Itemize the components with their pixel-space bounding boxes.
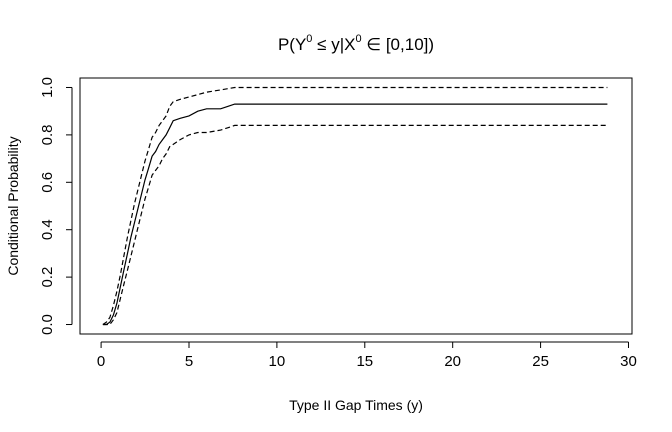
x-tick-label: 30 <box>620 353 637 370</box>
confidence-band-line-2 <box>102 124 608 326</box>
series-layer <box>102 86 608 326</box>
title-suffix: ∈ [0,10]) <box>362 35 434 54</box>
x-tick-label: 25 <box>532 353 549 370</box>
title-prefix: P(Y <box>278 35 306 54</box>
x-tick-label: 20 <box>444 353 461 370</box>
title-sup-1: 0 <box>306 33 312 45</box>
estimate-line <box>102 103 608 326</box>
y-tick-label: 1.0 <box>39 77 56 98</box>
x-tick-label: 10 <box>269 353 286 370</box>
plot-frame <box>79 77 633 335</box>
x-axis: 0 5 10 15 20 25 30 <box>97 341 637 370</box>
title-sup-2: 0 <box>355 33 361 45</box>
y-tick-label: 0.6 <box>39 172 56 193</box>
y-tick-label: 0.4 <box>39 219 56 240</box>
confidence-band-line-1 <box>102 86 608 325</box>
y-axis-label: Conditional Probability <box>5 136 21 275</box>
y-tick-label: 0.8 <box>39 124 56 145</box>
title-mid: ≤ y|X <box>312 35 355 54</box>
y-axis: 0.0 0.2 0.4 0.6 0.8 1.0 <box>39 77 73 335</box>
x-tick-label: 0 <box>97 353 105 370</box>
chart-title: P(Y0 ≤ y|X0 ∈ [0,10]) <box>278 33 434 54</box>
x-axis-label: Type II Gap Times (y) <box>289 397 423 413</box>
x-tick-label: 5 <box>185 353 193 370</box>
x-tick-label: 15 <box>356 353 373 370</box>
y-tick-label: 0.2 <box>39 267 56 288</box>
y-tick-label: 0.0 <box>39 314 56 335</box>
